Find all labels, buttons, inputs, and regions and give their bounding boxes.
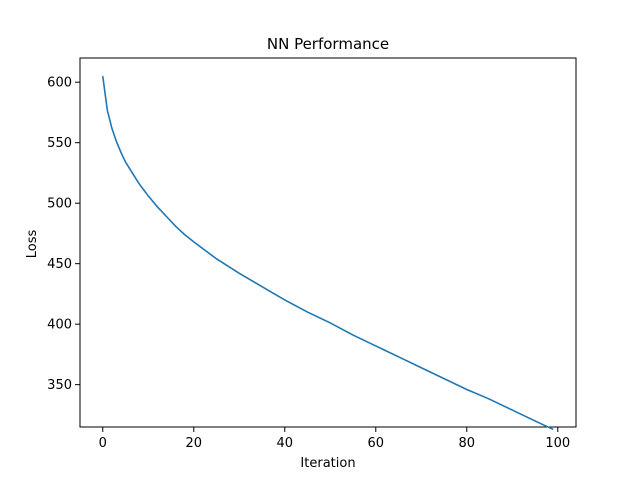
y-tick-label: 500 — [47, 197, 72, 212]
plot-area — [79, 57, 577, 428]
x-tick-label: 100 — [545, 436, 570, 451]
y-tick-label: 550 — [47, 136, 72, 151]
x-tick-label: 20 — [185, 436, 202, 451]
y-axis: 350 400 450 500 550 600 — [47, 76, 80, 393]
x-tick-label: 40 — [276, 436, 293, 451]
y-tick-label: 350 — [47, 378, 72, 393]
x-tick-label: 0 — [99, 436, 107, 451]
y-tick-label: 450 — [47, 257, 72, 272]
x-tick-label: 60 — [368, 436, 385, 451]
loss-line — [101, 76, 554, 431]
x-tick-label: 80 — [459, 436, 476, 451]
x-axis-label: Iteration — [300, 456, 355, 471]
y-axis-label: Loss — [25, 230, 40, 259]
x-axis: 0 20 40 60 80 100 — [99, 427, 570, 451]
y-tick-label: 600 — [47, 76, 72, 91]
y-tick-label: 400 — [47, 318, 72, 333]
chart-title: NN Performance — [267, 35, 389, 53]
